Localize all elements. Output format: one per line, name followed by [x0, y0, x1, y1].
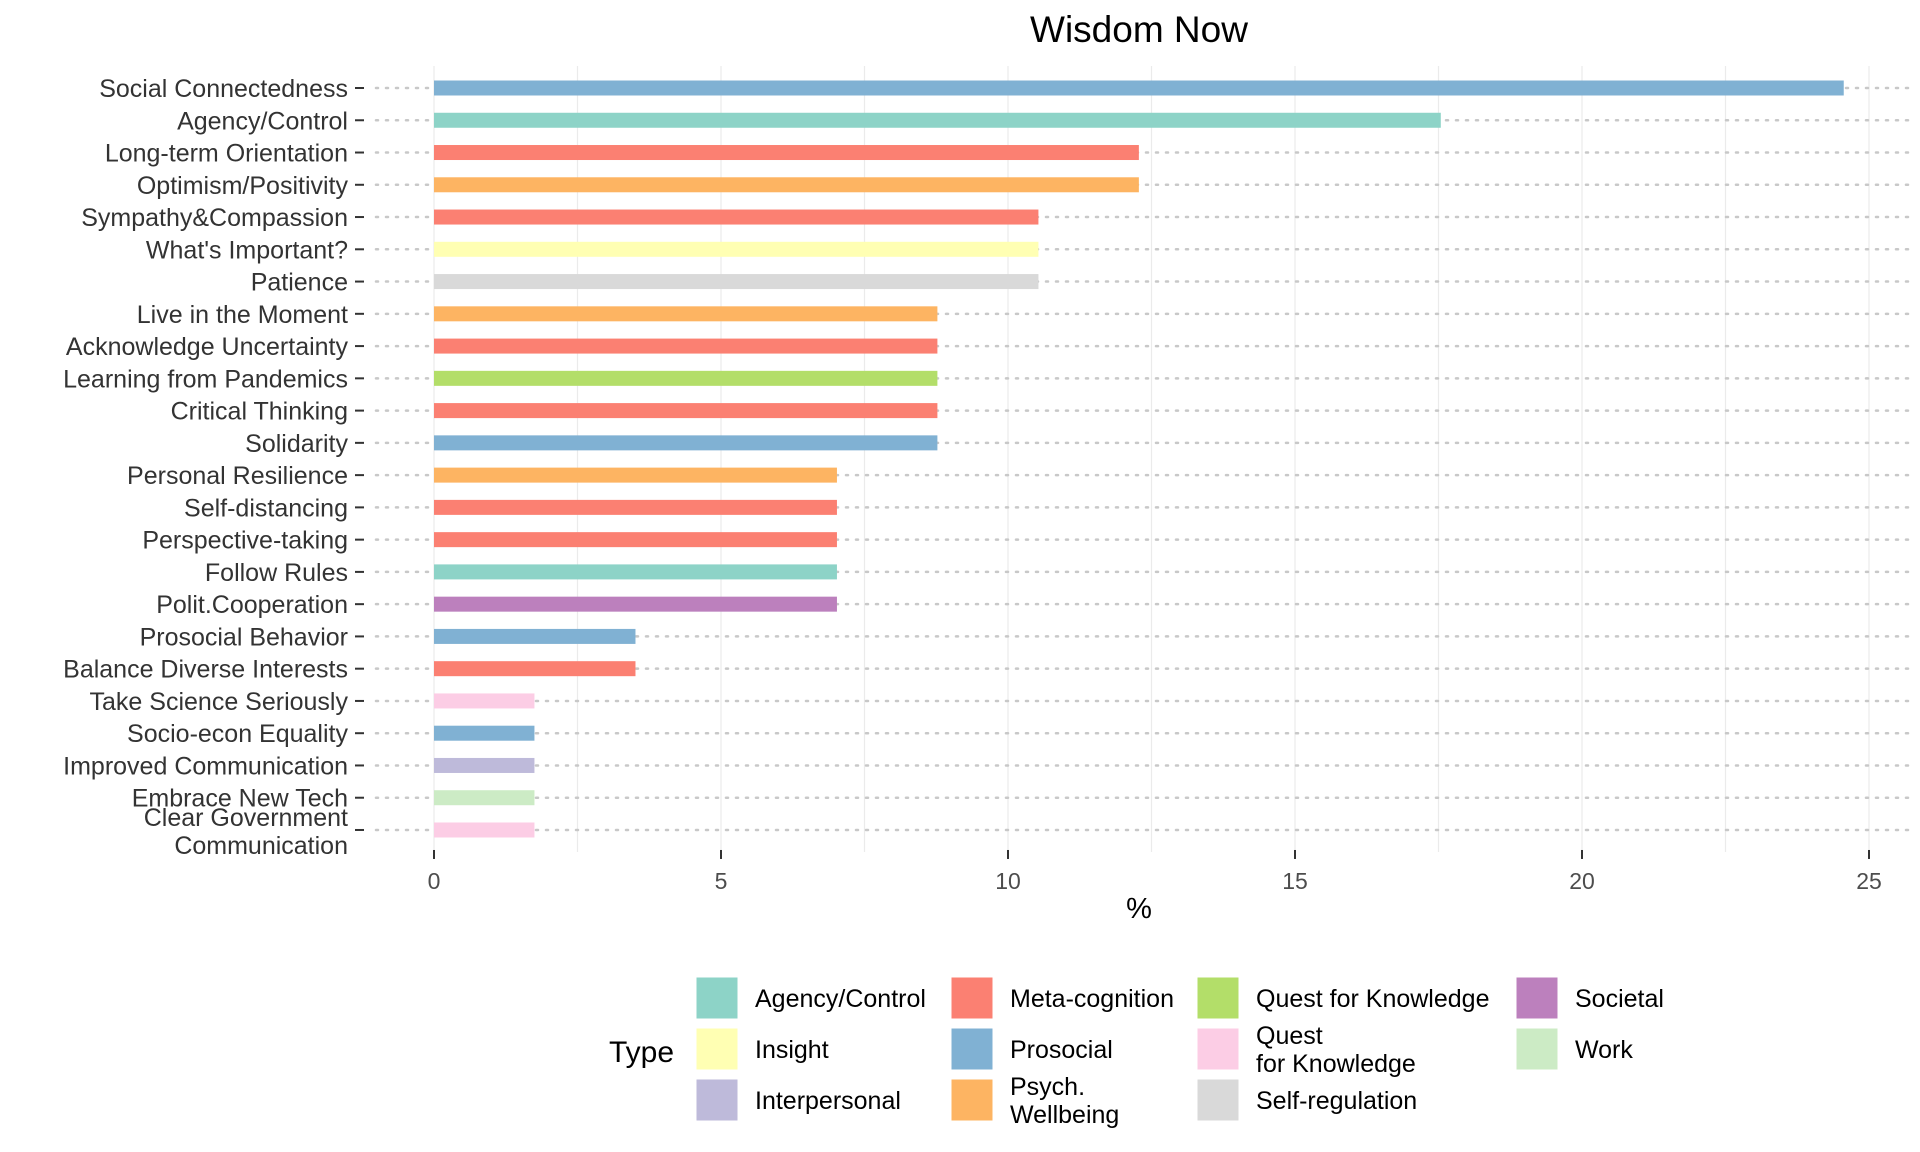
bar: [434, 661, 636, 677]
bar: [434, 467, 837, 483]
category-label: Critical Thinking: [171, 398, 348, 426]
legend-label: Societal: [1575, 985, 1664, 1013]
x-tick-label: 15: [1282, 868, 1308, 894]
legend-label: Quest for Knowledge: [1256, 985, 1489, 1013]
bar: [434, 274, 1039, 290]
category-label: Long-term Orientation: [105, 140, 348, 168]
legend-label: Work: [1575, 1036, 1633, 1064]
category-label: Self-distancing: [184, 494, 348, 522]
x-axis: 0 5 10 15 20 25: [428, 849, 1882, 894]
category-label: Patience: [251, 269, 348, 297]
category-label: Optimism/Positivity: [137, 172, 349, 200]
legend-swatch: [950, 1027, 994, 1071]
bar: [434, 596, 837, 612]
bars-layer: [434, 80, 1844, 838]
legend-swatch: [950, 1078, 994, 1122]
category-label: Take Science Seriously: [90, 688, 349, 716]
legend-swatch: [695, 976, 739, 1020]
x-tick-label: 0: [428, 868, 441, 894]
bar: [434, 338, 938, 354]
bar: [434, 628, 636, 644]
category-label: Agency/Control: [177, 107, 348, 135]
category-label: Polit.Cooperation: [156, 591, 348, 619]
x-axis-title: %: [1126, 893, 1152, 925]
bar: [434, 80, 1844, 96]
legend-label: Quest for Knowledge: [1256, 1022, 1416, 1078]
category-label: Sympathy&Compassion: [81, 204, 348, 232]
bar: [434, 435, 938, 451]
legend-label: Self-regulation: [1256, 1087, 1417, 1115]
x-tick-label: 5: [715, 868, 728, 894]
bar: [434, 112, 1441, 128]
x-tick-label: 10: [995, 868, 1021, 894]
bar: [434, 532, 837, 548]
category-label: Prosocial Behavior: [140, 623, 348, 651]
legend-swatch: [950, 976, 994, 1020]
category-label: Perspective-taking: [142, 527, 348, 555]
bar: [434, 241, 1039, 257]
legend-label: Agency/Control: [755, 985, 926, 1013]
legend-swatch: [1196, 1027, 1240, 1071]
legend-swatch: [695, 1027, 739, 1071]
legend-label: Meta-cognition: [1010, 985, 1174, 1013]
category-label: Social Connectedness: [99, 75, 348, 103]
bar: [434, 693, 535, 709]
category-label: Personal Resilience: [127, 462, 348, 490]
category-label: Live in the Moment: [137, 301, 348, 329]
legend-label: Psych. Wellbeing: [1010, 1073, 1119, 1129]
legend-swatch: [1515, 1027, 1559, 1071]
legend-swatch: [1515, 976, 1559, 1020]
legend: Type Agency/Control Insight Interpersonal M…: [609, 976, 1664, 1129]
legend-title: Type: [609, 1036, 674, 1069]
category-label: Embrace New Tech: [132, 785, 348, 813]
bar: [434, 145, 1139, 161]
bar: [434, 177, 1139, 193]
category-label: Acknowledge Uncertainty: [66, 333, 349, 361]
bar: [434, 725, 535, 741]
legend-label: Prosocial: [1010, 1036, 1113, 1064]
legend-label: Insight: [755, 1036, 829, 1064]
chart-title: Wisdom Now: [1030, 9, 1248, 50]
category-label: Follow Rules: [205, 559, 348, 587]
category-labels: Social Connectedness Agency/Control Long-t…: [63, 75, 348, 860]
category-label: Learning from Pandemics: [63, 365, 348, 393]
category-label: Clear Government Communication: [144, 804, 348, 860]
category-label: Socio-econ Equality: [127, 720, 348, 748]
category-label: Solidarity: [245, 430, 348, 458]
x-tick-label: 25: [1856, 868, 1882, 894]
bar: [434, 790, 535, 806]
category-label: Improved Communication: [63, 752, 348, 780]
bar: [434, 403, 938, 419]
legend-swatch: [1196, 976, 1240, 1020]
legend-label: Interpersonal: [755, 1087, 901, 1115]
bar: [434, 822, 535, 838]
category-label: Balance Diverse Interests: [63, 656, 348, 684]
bar: [434, 306, 938, 322]
bar: [434, 499, 837, 515]
bar: [434, 209, 1039, 225]
bar: [434, 757, 535, 773]
bar: [434, 370, 938, 386]
x-tick-label: 20: [1569, 868, 1595, 894]
legend-swatch: [1196, 1078, 1240, 1122]
bar: [434, 564, 837, 580]
category-label: What's Important?: [146, 236, 348, 264]
legend-swatch: [695, 1078, 739, 1122]
